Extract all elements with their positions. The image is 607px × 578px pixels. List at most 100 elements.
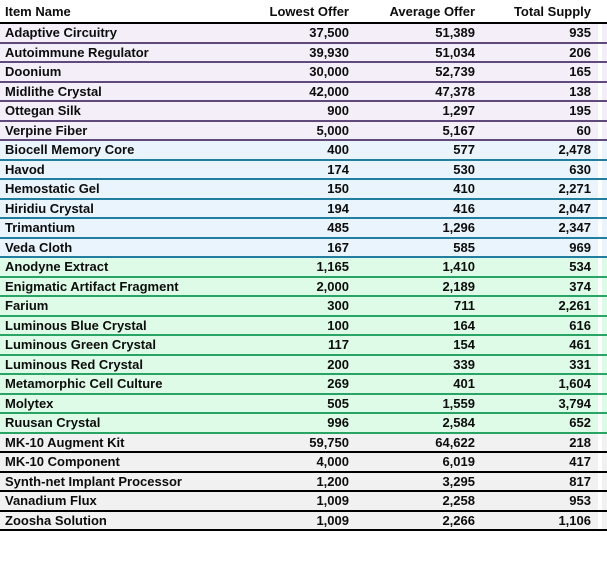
table-row: Metamorphic Cell Culture 269 401 1,604 (0, 375, 607, 395)
table-row: Doonium 30,000 52,739 165 (0, 63, 607, 83)
item-price-table: Item Name Lowest Offer Average Offer Total … (0, 0, 607, 531)
lowest-cell: 37,500 (309, 25, 349, 41)
table-row: Havod 174 530 630 (0, 160, 607, 180)
average-cell: 1,410 (442, 259, 475, 275)
average-cell: 1,559 (442, 395, 475, 411)
average-cell: 64,622 (435, 434, 475, 450)
item-name-cell: Adaptive Circuitry (5, 25, 117, 41)
lowest-cell: 1,200 (316, 473, 349, 489)
supply-cell: 935 (569, 25, 591, 41)
lowest-cell: 59,750 (309, 434, 349, 450)
item-name-cell: Farium (5, 298, 49, 314)
average-cell: 585 (453, 239, 475, 255)
table-row: Luminous Red Crystal 200 339 331 (0, 355, 607, 375)
supply-cell: 969 (569, 239, 591, 255)
item-name-cell: MK-10 Augment Kit (5, 434, 125, 450)
supply-cell: 817 (569, 473, 591, 489)
lowest-cell: 1,009 (316, 512, 349, 528)
average-cell: 51,034 (435, 44, 475, 60)
average-cell: 2,266 (442, 512, 475, 528)
table-row: Midlithe Crystal 42,000 47,378 138 (0, 82, 607, 102)
table-row: Luminous Blue Crystal 100 164 616 (0, 316, 607, 336)
table-row: Enigmatic Artifact Fragment 2,000 2,189 374 (0, 277, 607, 297)
average-cell: 416 (453, 200, 475, 216)
table-row: Vanadium Flux 1,009 2,258 953 (0, 492, 607, 512)
lowest-cell: 996 (327, 415, 349, 431)
supply-cell: 60 (576, 122, 591, 138)
column-header-name: Item Name (5, 3, 71, 19)
average-cell: 52,739 (435, 64, 475, 80)
average-cell: 164 (453, 317, 475, 333)
table-header-row: Item Name Lowest Offer Average Offer Total … (0, 0, 607, 24)
average-cell: 5,167 (442, 122, 475, 138)
item-name-cell: Verpine Fiber (5, 122, 88, 138)
supply-cell: 630 (569, 161, 591, 177)
table-row: Hemostatic Gel 150 410 2,271 (0, 180, 607, 200)
lowest-cell: 4,000 (316, 454, 349, 470)
lowest-cell: 167 (327, 239, 349, 255)
supply-cell: 2,478 (558, 142, 591, 158)
lowest-cell: 1,009 (316, 493, 349, 509)
item-name-cell: Hemostatic Gel (5, 181, 100, 197)
item-name-cell: Hiridiu Crystal (5, 200, 94, 216)
table-row: Autoimmune Regulator 39,930 51,034 206 (0, 43, 607, 63)
item-name-cell: Luminous Green Crystal (5, 337, 156, 353)
supply-cell: 417 (569, 454, 591, 470)
supply-cell: 195 (569, 103, 591, 119)
average-cell: 339 (453, 356, 475, 372)
item-name-cell: Luminous Blue Crystal (5, 317, 147, 333)
supply-cell: 2,261 (558, 298, 591, 314)
average-cell: 2,258 (442, 493, 475, 509)
column-header-supply: Total Supply (513, 3, 591, 19)
supply-cell: 165 (569, 64, 591, 80)
supply-cell: 218 (569, 434, 591, 450)
lowest-cell: 194 (327, 200, 349, 216)
lowest-cell: 30,000 (309, 64, 349, 80)
item-name-cell: Luminous Red Crystal (5, 356, 143, 372)
column-header-average: Average Offer (389, 3, 476, 19)
lowest-cell: 5,000 (316, 122, 349, 138)
supply-cell: 1,604 (558, 376, 591, 392)
item-name-cell: Enigmatic Artifact Fragment (5, 278, 179, 294)
item-name-cell: MK-10 Component (5, 454, 120, 470)
average-cell: 47,378 (435, 83, 475, 99)
item-name-cell: Molytex (5, 395, 54, 411)
average-cell: 1,297 (442, 103, 475, 119)
item-name-cell: Ottegan Silk (5, 103, 81, 119)
average-cell: 51,389 (435, 25, 475, 41)
table-row: Anodyne Extract 1,165 1,410 534 (0, 258, 607, 278)
supply-cell: 2,047 (558, 200, 591, 216)
supply-cell: 534 (569, 259, 591, 275)
lowest-cell: 485 (327, 220, 349, 236)
average-cell: 401 (453, 376, 475, 392)
supply-cell: 616 (569, 317, 591, 333)
table-row: Veda Cloth 167 585 969 (0, 238, 607, 258)
lowest-cell: 117 (328, 337, 349, 353)
average-cell: 3,295 (442, 473, 475, 489)
supply-cell: 138 (569, 83, 591, 99)
item-name-cell: Anodyne Extract (5, 259, 109, 275)
item-name-cell: Autoimmune Regulator (5, 44, 149, 60)
column-header-lowest: Lowest Offer (269, 3, 349, 19)
table-row: Luminous Green Crystal 117 154 461 (0, 336, 607, 356)
lowest-cell: 200 (327, 356, 349, 372)
lowest-cell: 42,000 (309, 83, 349, 99)
average-cell: 711 (454, 298, 475, 314)
supply-cell: 206 (569, 44, 591, 60)
supply-cell: 374 (569, 278, 591, 294)
lowest-cell: 900 (327, 103, 349, 119)
item-name-cell: Trimantium (5, 220, 76, 236)
table-row: Hiridiu Crystal 194 416 2,047 (0, 199, 607, 219)
table-body: Adaptive Circuitry 37,500 51,389 935 Autoimm… (0, 24, 607, 531)
item-name-cell: Havod (5, 161, 45, 177)
table-row: Zoosha Solution 1,009 2,266 1,106 (0, 511, 607, 531)
table-row: Adaptive Circuitry 37,500 51,389 935 (0, 24, 607, 44)
item-name-cell: Midlithe Crystal (5, 83, 102, 99)
supply-cell: 3,794 (558, 395, 591, 411)
table-row: MK-10 Augment Kit 59,750 64,622 218 (0, 433, 607, 453)
supply-cell: 652 (569, 415, 591, 431)
supply-cell: 953 (569, 493, 591, 509)
average-cell: 154 (453, 337, 475, 353)
table-row: Synth-net Implant Processor 1,200 3,295 817 (0, 472, 607, 492)
lowest-cell: 100 (327, 317, 349, 333)
